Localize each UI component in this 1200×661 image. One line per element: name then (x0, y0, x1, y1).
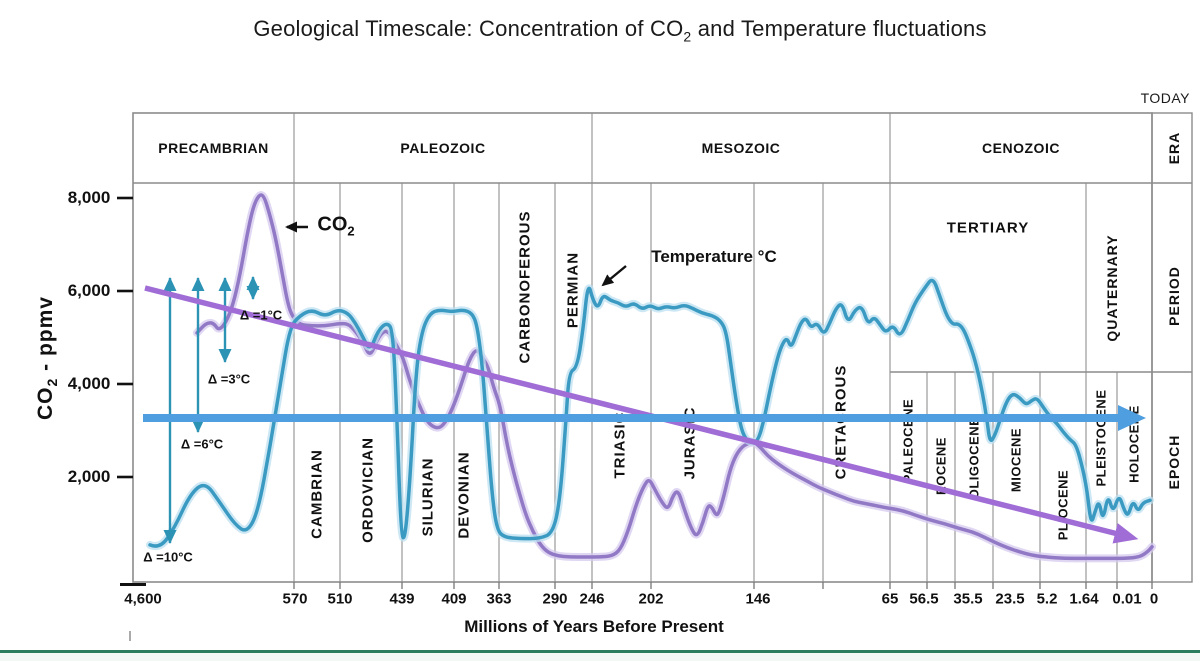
y-tick-label: 2,000 (67, 467, 111, 486)
x-tick-label: 510 (327, 590, 353, 608)
x-tick-label: 409 (441, 590, 467, 608)
era-label: PRECAMBRIAN (158, 140, 269, 156)
co2-label-subscript: 2 (347, 223, 355, 239)
x-axis-title: Millions of Years Before Present (464, 617, 724, 636)
x-tick-label: 4,600 (124, 590, 162, 608)
delta-label: Δ =6°C (180, 436, 224, 452)
x-tick-label: 246 (579, 590, 605, 608)
y-axis-title-tail: - ppmv (33, 296, 57, 378)
y-tick-mark (117, 475, 133, 479)
right-axis-label: ERA (1166, 131, 1182, 165)
right-axis-label: PERIOD (1166, 266, 1182, 326)
x-tick-label: 202 (638, 590, 664, 608)
bottom-strip (0, 653, 1200, 661)
temperature-pointer-arrow (601, 265, 627, 287)
era-label: MESOZOIC (701, 140, 781, 156)
title-text-tail: and Temperature fluctuations (691, 16, 987, 41)
delta-label: Δ =1°C (239, 307, 283, 323)
y-tick-label: 8,000 (67, 188, 111, 207)
x-tick-label: 1.64 (1069, 590, 1099, 608)
series-line-1 (148, 278, 1152, 548)
y-tick-label: 4,000 (67, 374, 111, 393)
period-label-tertiary: TERTIARY (946, 219, 1030, 237)
co2-curve-label: CO2 (317, 214, 354, 239)
series-line-0 (195, 193, 1154, 561)
bottom-divider-line (0, 650, 1200, 653)
x-tick-label: 570 (282, 590, 308, 608)
x-tick-label: 56.5 (909, 590, 939, 608)
era-label: CENOZOIC (982, 140, 1060, 156)
page-title: Geological Timescale: Concentration of C… (0, 16, 1200, 44)
temperature-curve-label: Temperature °C (651, 247, 777, 266)
y-tick-mark (117, 196, 133, 200)
origin-tick-dash (120, 583, 146, 586)
x-tick-label: 439 (389, 590, 415, 608)
y-axis-title-subscript: 2 (44, 377, 61, 387)
x-tick-label: 23.5 (995, 590, 1025, 608)
delta-label: Δ =10°C (143, 549, 193, 565)
title-subscript: 2 (683, 28, 692, 45)
title-text: Geological Timescale: Concentration of C… (253, 16, 684, 41)
x-tick-label: 363 (486, 590, 512, 608)
today-label: TODAY (1140, 90, 1190, 106)
delta-label: Δ =3°C (207, 371, 251, 387)
co2-label-text: CO (317, 213, 348, 236)
y-tick-mark (117, 289, 133, 293)
y-tick-mark (117, 382, 133, 386)
stray-mark (129, 631, 131, 641)
y-axis-title-text: CO (33, 386, 57, 420)
right-axis-label: EPOCH (1166, 434, 1182, 490)
y-axis-title: CO2 - ppmv (34, 296, 60, 420)
x-tick-label: 146 (745, 590, 771, 608)
co2-trend-arrow (144, 285, 1139, 544)
x-tick-label: 5.2 (1036, 590, 1058, 608)
x-tick-label: 0.01 (1112, 590, 1142, 608)
y-tick-label: 6,000 (67, 281, 111, 300)
x-tick-label: 65 (881, 590, 899, 608)
x-tick-label: 35.5 (953, 590, 983, 608)
x-tick-label: 0 (1149, 590, 1159, 608)
right-label-column (1151, 112, 1193, 583)
x-tick-label: 290 (542, 590, 568, 608)
era-label: PALEOZOIC (400, 140, 486, 156)
